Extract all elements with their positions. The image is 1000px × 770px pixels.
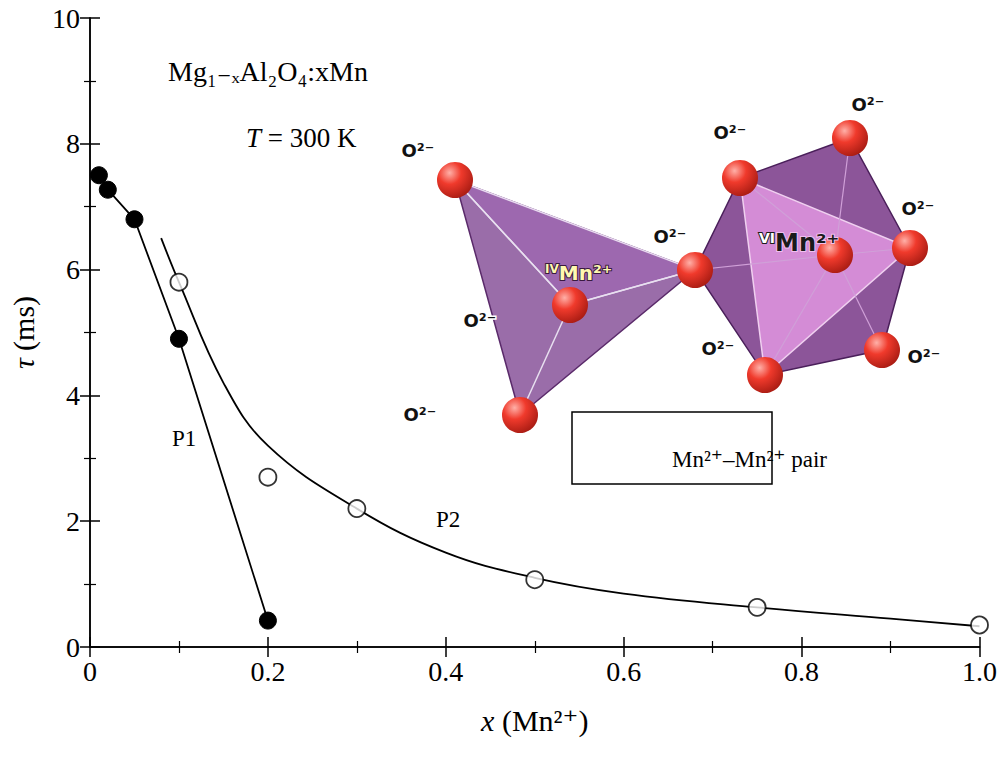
svg-text:8: 8 <box>66 128 80 159</box>
svg-text:Mn²⁺: Mn²⁺ <box>559 261 612 285</box>
svg-text:0.4: 0.4 <box>428 656 463 687</box>
svg-text:IV: IV <box>545 262 559 276</box>
svg-text:O²⁻: O²⁻ <box>464 310 497 331</box>
svg-text:P2: P2 <box>436 507 460 532</box>
svg-text:2: 2 <box>66 506 80 537</box>
svg-text:0.8: 0.8 <box>784 656 819 687</box>
svg-text:0.6: 0.6 <box>606 656 641 687</box>
svg-text:Mn²⁺: Mn²⁺ <box>775 229 839 257</box>
svg-text:Mg₁₋ₓAl₂O₄:xMn: Mg₁₋ₓAl₂O₄:xMn <box>168 56 368 87</box>
svg-text:(Mn²⁺): (Mn²⁺) <box>494 704 588 738</box>
svg-text:4: 4 <box>66 380 80 411</box>
svg-text:P1: P1 <box>172 426 196 451</box>
svg-text:O²⁻: O²⁻ <box>852 94 885 115</box>
svg-text:x: x <box>480 704 495 737</box>
svg-text:Mn²⁺–Mn²⁺ pair: Mn²⁺–Mn²⁺ pair <box>672 447 827 472</box>
svg-text:O²⁻: O²⁻ <box>908 346 941 367</box>
svg-text:0.2: 0.2 <box>250 656 285 687</box>
svg-text:O²⁻: O²⁻ <box>404 404 437 425</box>
svg-text:0: 0 <box>83 656 97 687</box>
svg-text:1.0: 1.0 <box>962 656 997 687</box>
svg-text:VI: VI <box>759 230 775 246</box>
svg-text:(ms): (ms) <box>7 296 41 359</box>
svg-text:τ: τ <box>6 358 40 370</box>
svg-text:O²⁻: O²⁻ <box>654 226 687 247</box>
svg-text:O²⁻: O²⁻ <box>902 198 935 219</box>
svg-text:O²⁻: O²⁻ <box>402 140 435 161</box>
svg-text:O²⁻: O²⁻ <box>714 122 747 143</box>
svg-text:6: 6 <box>66 254 80 285</box>
svg-text:T: T <box>246 122 261 153</box>
svg-text:O²⁻: O²⁻ <box>702 338 735 359</box>
svg-text:0: 0 <box>66 632 80 663</box>
svg-text:= 300 K: = 300 K <box>261 123 357 153</box>
svg-text:10: 10 <box>52 3 80 34</box>
